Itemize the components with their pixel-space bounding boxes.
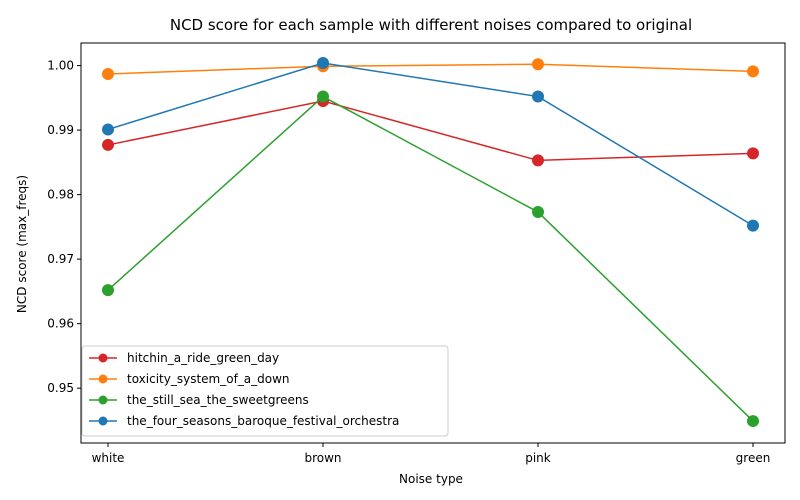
legend-label: the_still_sea_the_sweetgreens: [127, 393, 309, 407]
data-point: [102, 138, 114, 151]
legend-item: hitchin_a_ride_green_day: [89, 351, 279, 365]
legend-item: the_four_seasons_baroque_festival_orches…: [89, 414, 399, 428]
series-hitchin_a_ride_green_day: [102, 95, 759, 167]
data-point: [532, 90, 544, 103]
series-the_four_seasons_baroque_festival_orchestra: [102, 57, 759, 232]
plot-area: white brown pink green 0.95 0.96 0.97 0.98 0.99 1…: [47, 42, 786, 465]
x-tick-label: white: [92, 451, 125, 465]
legend: hitchin_a_ride_green_day toxicity_system_…: [81, 345, 449, 437]
series-the_still_sea_the_sweetgreens: [102, 90, 759, 428]
series-line: [107, 63, 754, 75]
data-point: [532, 154, 544, 167]
x-tick-label: green: [736, 451, 771, 465]
y-tick-label: 0.97: [47, 252, 74, 266]
plot-frame: [80, 42, 786, 444]
data-point: [747, 65, 759, 78]
y-tick-label: 1.00: [47, 59, 74, 73]
legend-box: [81, 345, 449, 437]
legend-swatch-marker: [98, 416, 108, 426]
legend-label: the_four_seasons_baroque_festival_orches…: [127, 414, 399, 428]
data-point: [102, 284, 114, 297]
data-point: [532, 206, 544, 219]
legend-swatch-marker: [98, 353, 108, 363]
data-point: [532, 58, 544, 71]
legend-item: toxicity_system_of_a_down: [89, 372, 290, 386]
legend-item: the_still_sea_the_sweetgreens: [89, 393, 309, 407]
data-point: [102, 67, 114, 80]
data-point: [317, 90, 329, 103]
x-axis-label: Noise type: [399, 472, 463, 486]
legend-swatch-marker: [98, 374, 108, 384]
data-point: [747, 415, 759, 428]
chart-title: NCD score for each sample with different…: [170, 16, 692, 34]
data-point: [747, 147, 759, 160]
data-point: [747, 219, 759, 232]
x-tick-label: brown: [304, 451, 341, 465]
x-tick-label: pink: [525, 451, 551, 465]
y-axis-label: NCD score (max_freqs): [15, 175, 29, 313]
legend-label: hitchin_a_ride_green_day: [127, 351, 279, 365]
data-point: [102, 123, 114, 136]
y-tick-label: 0.95: [47, 381, 74, 395]
series-layer: [102, 57, 759, 428]
y-tick-label: 0.96: [47, 317, 74, 331]
series-toxicity_system_of_a_down: [102, 58, 759, 80]
series-line: [107, 100, 754, 162]
series-line: [107, 95, 754, 422]
series-line: [107, 62, 754, 227]
data-point: [317, 57, 329, 69]
y-tick-label: 0.99: [47, 123, 74, 137]
legend-swatch-marker: [98, 395, 108, 405]
y-tick-label: 0.98: [47, 188, 74, 202]
legend-label: toxicity_system_of_a_down: [127, 372, 290, 386]
